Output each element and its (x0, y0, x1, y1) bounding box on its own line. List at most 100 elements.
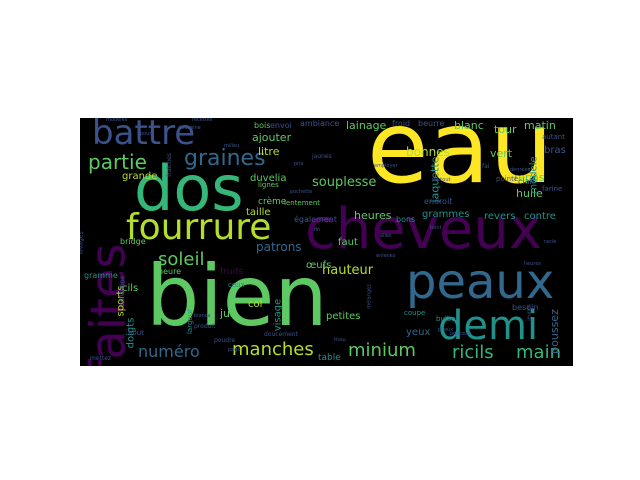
word-litre: litre (258, 145, 280, 158)
word-jus: jus (220, 307, 236, 320)
word-denrees: denrées (510, 167, 531, 173)
word-bridge: bridge (120, 237, 146, 246)
word-recettes: recettes (192, 118, 213, 123)
word-cils: cils (122, 283, 139, 294)
word-employer: employer (374, 163, 398, 169)
word-table: table (318, 353, 341, 363)
word-teint: teint (430, 225, 442, 231)
word-oeufs: œufs (306, 260, 332, 271)
word-hauteur: hauteur (322, 263, 374, 278)
word-page: page (228, 347, 241, 353)
word-jaunes: jaunes (312, 153, 332, 160)
word-pointe: pointe (496, 175, 519, 183)
word-bois: bois (254, 121, 271, 130)
word-ailes: ailes (380, 233, 392, 239)
word-ponceau: ponceau (450, 331, 472, 337)
word-tour: tour (494, 123, 517, 136)
word-coupe: coupe (404, 309, 426, 317)
word-modeles: modèles (106, 118, 128, 123)
word-huile: huile (516, 187, 543, 200)
word-blanc: blanc (454, 119, 484, 132)
word-fourrure: fourrure (126, 207, 272, 248)
word-eau: eau (367, 118, 554, 206)
word-cloud: eau bien cheveux dos fourrure peaux fai t… (80, 118, 573, 366)
word-enlevez: enlevez (376, 253, 396, 259)
word-main: main (516, 342, 561, 363)
word-cheveux: cheveux (305, 197, 542, 262)
word-visage: visage (272, 298, 284, 332)
word-repas: repas (514, 171, 545, 184)
word-creme: crème (258, 197, 287, 207)
word-manches: manches (232, 339, 314, 360)
word-petites: petites (326, 311, 361, 322)
word-lainage: lainage (346, 119, 387, 132)
word-dos: dos (134, 152, 244, 225)
word-lavages: lavages (80, 231, 85, 255)
word-prix: prix (294, 161, 304, 167)
word-poudre: poudre (214, 337, 236, 344)
word-endroit: endroit (424, 197, 453, 206)
word-gramme: gramme (84, 271, 118, 280)
word-poussez: poussez (547, 309, 561, 354)
word-souplesse: souplesse (312, 175, 377, 190)
word-soleil: soleil (158, 249, 205, 270)
word-yeux: yeux (406, 327, 431, 338)
word-pochette: pochette (290, 189, 313, 195)
word-fraiches: fraîches (165, 153, 173, 177)
word-brillantine: brillantine (119, 275, 127, 307)
word-blanca: blanca (194, 313, 211, 319)
word-modele: modèle (528, 156, 540, 194)
word-froid: froid (392, 119, 411, 128)
word-largeur: largeur (186, 308, 195, 335)
word-duvelia: duvelia (250, 173, 287, 184)
word-revers: revers (484, 211, 516, 222)
word-battre: battre (92, 118, 196, 153)
word-clair: clair (518, 177, 536, 186)
word-envoi: envoi (270, 121, 292, 130)
word-numero: numéro (138, 342, 200, 361)
word-ambiance: ambiance (300, 119, 340, 128)
word-graines: graines (184, 146, 266, 171)
word-vert: vert (490, 147, 513, 160)
word-partout: partout (432, 177, 451, 183)
word-doucement: doucement (264, 331, 298, 338)
word-heures-small: heures (524, 261, 542, 267)
word-jeunes: jeunes (526, 304, 533, 321)
word-lignes: lignes (258, 181, 279, 189)
word-matin: matin (524, 119, 556, 132)
word-peaux: peaux (406, 254, 555, 310)
word-pour: pour (140, 131, 152, 137)
word-ceux: ceux (228, 281, 245, 289)
word-melangez: mélangez (366, 284, 373, 309)
word-racle: racle (544, 239, 557, 245)
word-tissu: tissu (334, 337, 346, 343)
word-mettez: mettez (90, 355, 112, 362)
word-faut: faut (338, 237, 358, 248)
word-heures: heures (354, 209, 392, 222)
word-bout: bout (128, 329, 144, 337)
word-beurre: beurre (418, 119, 445, 128)
word-farine: farine (542, 185, 563, 193)
word-contre: contre (524, 211, 556, 222)
word-fruits: fruits (220, 267, 244, 277)
word-grande: grande (122, 171, 158, 182)
word-bras: bras (544, 145, 566, 156)
word-patrons: patrons (256, 240, 302, 254)
word-heure: heure (158, 267, 182, 276)
word-ajouter: ajouter (252, 131, 292, 144)
word-fai: fai (482, 163, 490, 170)
word-bulbe: bulbe (436, 315, 456, 323)
word-bonnes: bonnes (406, 145, 450, 159)
word-grammes: grammes (422, 209, 470, 220)
word-produit: produit (194, 323, 216, 330)
word-fin: fin (314, 227, 321, 233)
word-autant: autant (542, 133, 565, 141)
word-col: col (248, 299, 263, 310)
word-demi: demi (438, 303, 539, 349)
word-ricils: ricils (452, 342, 494, 363)
word-bons: bons (396, 215, 416, 224)
word-taille: taille (246, 207, 271, 218)
word-egalement: également (294, 215, 337, 224)
word-bien: bien (146, 247, 328, 345)
word-milieu: milieu (224, 143, 240, 149)
